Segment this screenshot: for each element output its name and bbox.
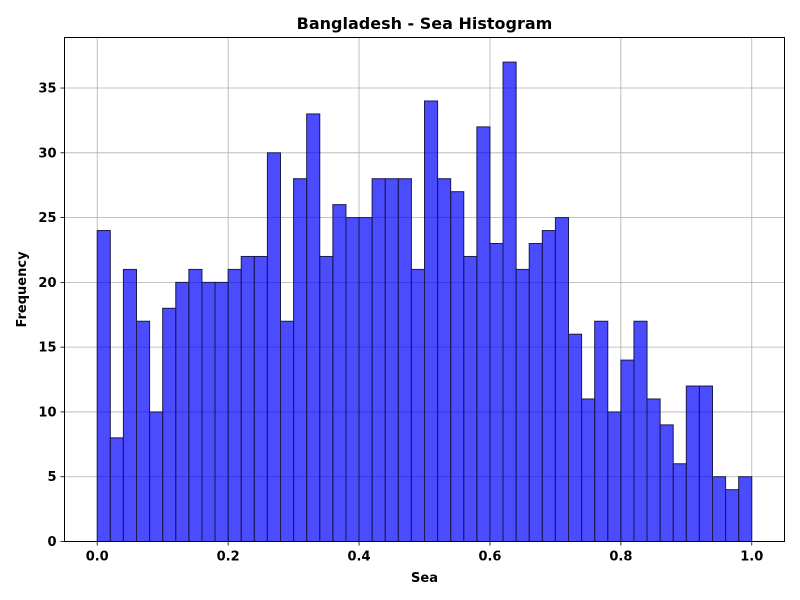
x-tick-label: 0.0: [86, 550, 109, 565]
histogram-bar: [280, 320, 295, 542]
histogram-bar: [541, 230, 556, 543]
plot-frame: [64, 37, 785, 542]
bars: [96, 61, 753, 543]
histogram-bar: [240, 255, 255, 542]
histogram-bar: [306, 113, 321, 542]
histogram-bar: [620, 359, 635, 542]
histogram-bar: [332, 204, 347, 542]
x-tick-label: 1.0: [740, 550, 763, 565]
y-tick-label: 15: [38, 341, 56, 356]
histogram-bar: [410, 268, 425, 542]
histogram-bar: [450, 191, 465, 542]
histogram-bar: [581, 398, 596, 542]
histogram-bar: [358, 217, 373, 542]
histogram-bar: [109, 437, 124, 542]
histogram-bar: [214, 281, 229, 542]
histogram-bar: [397, 178, 412, 542]
histogram-bar: [293, 178, 308, 542]
histogram-bar: [685, 385, 700, 542]
histogram-bar: [384, 178, 399, 542]
histogram-bar: [136, 320, 151, 542]
x-tick-label: 0.2: [217, 550, 240, 565]
histogram-bar: [162, 307, 177, 542]
histogram-bar: [96, 230, 111, 543]
histogram-bar: [515, 268, 530, 542]
histogram-bar: [646, 398, 661, 542]
histogram-bar: [607, 411, 622, 542]
histogram-bar: [345, 217, 360, 542]
histogram-bar: [502, 61, 517, 542]
histogram-bar: [463, 255, 478, 542]
histogram-bar: [698, 385, 714, 542]
histogram-bar: [253, 255, 268, 542]
histogram-bar: [672, 463, 687, 542]
histogram-bar: [554, 217, 570, 542]
histogram-bar: [712, 476, 727, 542]
y-tick-label: 10: [38, 405, 56, 420]
histogram-bar: [476, 126, 491, 542]
histogram-bar: [489, 243, 504, 543]
histogram-bar: [149, 411, 164, 542]
x-axis-label: Sea: [411, 571, 438, 586]
y-tick-label: 20: [38, 276, 56, 291]
histogram-bar: [319, 255, 334, 542]
histogram-bar: [188, 268, 203, 542]
y-tick-label: 0: [47, 535, 56, 550]
histogram-bar: [424, 100, 439, 542]
histogram-bar: [371, 178, 386, 542]
histogram-bar: [659, 424, 674, 542]
ticks: 0.0 0.2 0.4 0.6 0.8 1.0 0 5 10 15 20 25 30 35: [38, 82, 763, 565]
histogram-bar: [594, 320, 609, 542]
histogram-bar: [122, 268, 137, 542]
histogram-bar: [175, 281, 190, 542]
chart-title: Bangladesh - Sea Histogram: [297, 14, 553, 33]
histogram-bar: [633, 320, 648, 542]
histogram-bar: [528, 243, 543, 543]
x-tick-label: 0.4: [348, 550, 371, 565]
histogram-bar: [266, 152, 281, 542]
histogram-bar: [437, 178, 452, 542]
x-tick-label: 0.6: [478, 550, 501, 565]
y-tick-label: 5: [47, 470, 56, 485]
y-axis-label: Frequency: [15, 251, 30, 328]
histogram-bar: [201, 281, 216, 542]
histogram-bar: [568, 333, 583, 542]
histogram-bar: [227, 268, 242, 542]
x-tick-label: 0.8: [609, 550, 632, 565]
y-tick-label: 25: [38, 211, 56, 226]
y-tick-label: 35: [38, 82, 56, 97]
histogram-bar: [725, 489, 740, 542]
histogram-bar: [738, 476, 753, 542]
y-tick-label: 30: [38, 146, 56, 161]
